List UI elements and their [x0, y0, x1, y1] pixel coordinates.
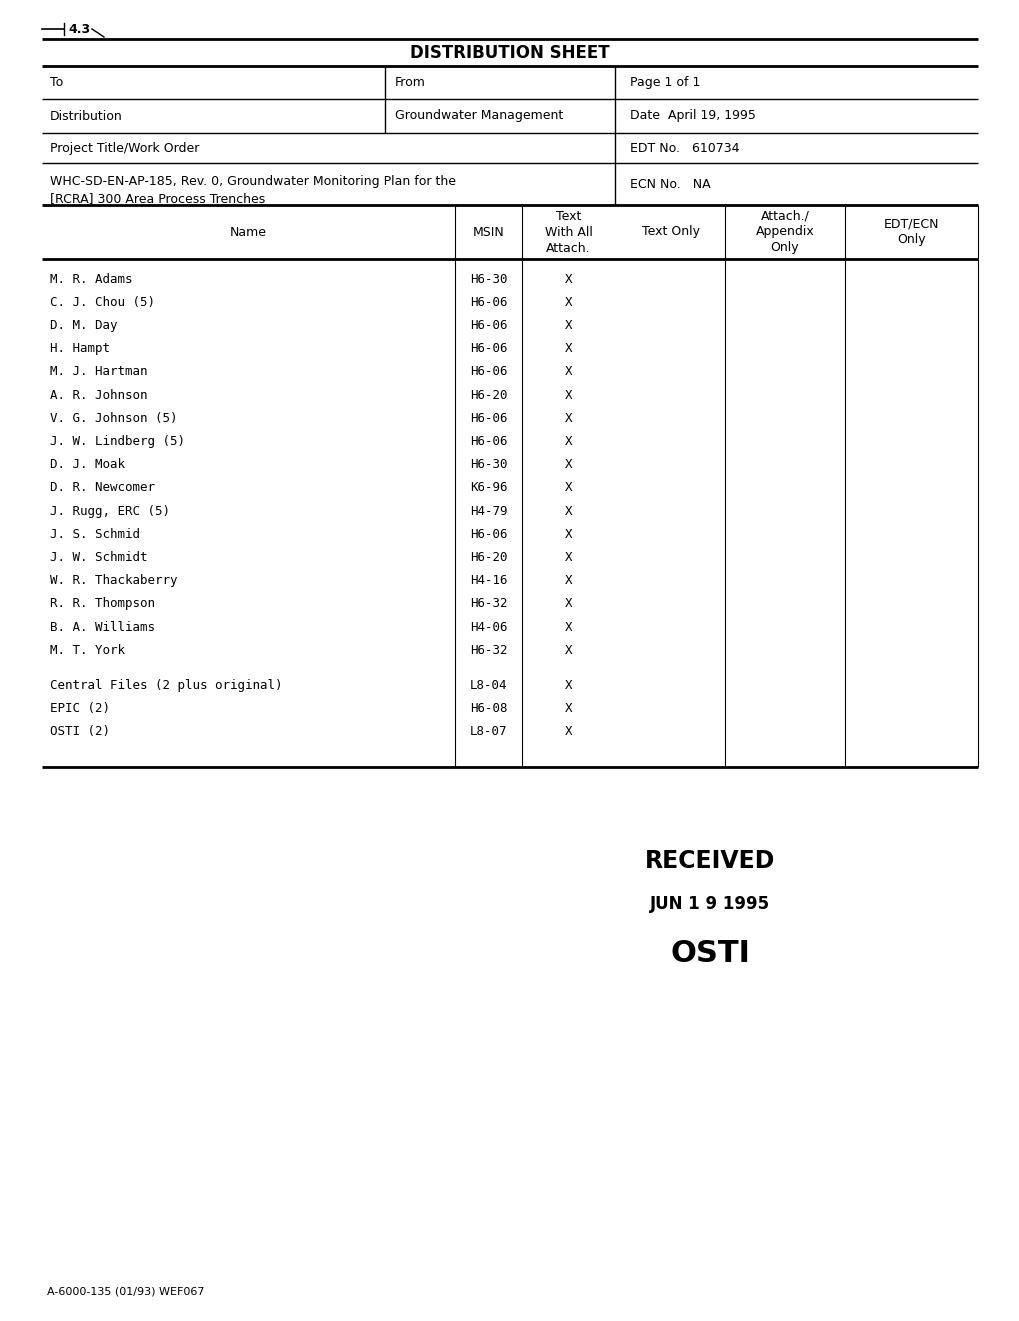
Text: X: X	[565, 679, 572, 691]
Text: M. T. York: M. T. York	[50, 643, 125, 657]
Text: Project Title/Work Order: Project Title/Work Order	[50, 141, 199, 155]
Text: H6-06: H6-06	[470, 527, 506, 540]
Text: W. R. Thackaberry: W. R. Thackaberry	[50, 575, 177, 587]
Text: D. M. Day: D. M. Day	[50, 318, 117, 332]
Text: H6-20: H6-20	[470, 551, 506, 564]
Text: [RCRA] 300 Area Process Trenches: [RCRA] 300 Area Process Trenches	[50, 193, 265, 206]
Text: To: To	[50, 77, 63, 89]
Text: A-6000-135 (01/93) WEF067: A-6000-135 (01/93) WEF067	[47, 1287, 204, 1296]
Text: H6-20: H6-20	[470, 388, 506, 402]
Text: D. J. Moak: D. J. Moak	[50, 458, 125, 472]
Text: B. A. Williams: B. A. Williams	[50, 621, 155, 634]
Text: Date  April 19, 1995: Date April 19, 1995	[630, 110, 755, 123]
Text: X: X	[565, 575, 572, 587]
Text: M. R. Adams: M. R. Adams	[50, 272, 132, 285]
Text: A. R. Johnson: A. R. Johnson	[50, 388, 148, 402]
Text: OSTI (2): OSTI (2)	[50, 725, 110, 738]
Text: H6-06: H6-06	[470, 435, 506, 448]
Text: J. Rugg, ERC (5): J. Rugg, ERC (5)	[50, 505, 170, 518]
Text: H4-79: H4-79	[470, 505, 506, 518]
Text: X: X	[565, 296, 572, 309]
Text: X: X	[565, 597, 572, 610]
Text: X: X	[565, 725, 572, 738]
Text: H6-06: H6-06	[470, 412, 506, 424]
Text: J. W. Lindberg (5): J. W. Lindberg (5)	[50, 435, 184, 448]
Text: H6-30: H6-30	[470, 272, 506, 285]
Text: Name: Name	[229, 226, 267, 239]
Text: Page 1 of 1: Page 1 of 1	[630, 77, 700, 89]
Text: X: X	[565, 481, 572, 494]
Text: Central Files (2 plus original): Central Files (2 plus original)	[50, 679, 282, 691]
Text: H4-06: H4-06	[470, 621, 506, 634]
Text: X: X	[565, 366, 572, 378]
Text: Attach./
Appendix
Only: Attach./ Appendix Only	[755, 210, 813, 255]
Text: H6-06: H6-06	[470, 318, 506, 332]
Text: Distribution: Distribution	[50, 110, 122, 123]
Text: X: X	[565, 527, 572, 540]
Text: H6-08: H6-08	[470, 701, 506, 715]
Text: EDT/ECN
Only: EDT/ECN Only	[882, 218, 938, 247]
Text: L8-04: L8-04	[470, 679, 506, 691]
Text: M. J. Hartman: M. J. Hartman	[50, 366, 148, 378]
Text: H6-06: H6-06	[470, 342, 506, 355]
Text: X: X	[565, 505, 572, 518]
Text: X: X	[565, 458, 572, 472]
Text: EPIC (2): EPIC (2)	[50, 701, 110, 715]
Text: H6-32: H6-32	[470, 643, 506, 657]
Text: X: X	[565, 701, 572, 715]
Text: H6-32: H6-32	[470, 597, 506, 610]
Text: ECN No.   NA: ECN No. NA	[630, 177, 710, 190]
Text: L8-07: L8-07	[470, 725, 506, 738]
Text: X: X	[565, 412, 572, 424]
Text: D. R. Newcomer: D. R. Newcomer	[50, 481, 155, 494]
Text: C. J. Chou (5): C. J. Chou (5)	[50, 296, 155, 309]
Text: X: X	[565, 643, 572, 657]
Text: Text
With All
Attach.: Text With All Attach.	[544, 210, 592, 255]
Text: OSTI: OSTI	[669, 939, 749, 968]
Text: WHC-SD-EN-AP-185, Rev. 0, Groundwater Monitoring Plan for the: WHC-SD-EN-AP-185, Rev. 0, Groundwater Mo…	[50, 174, 455, 188]
Text: X: X	[565, 342, 572, 355]
Text: H4-16: H4-16	[470, 575, 506, 587]
Text: H6-06: H6-06	[470, 366, 506, 378]
Text: MSIN: MSIN	[472, 226, 503, 239]
Text: X: X	[565, 318, 572, 332]
Text: RECEIVED: RECEIVED	[644, 849, 774, 873]
Text: JUN 1 9 1995: JUN 1 9 1995	[649, 896, 769, 913]
Text: X: X	[565, 551, 572, 564]
Text: X: X	[565, 388, 572, 402]
Text: J. S. Schmid: J. S. Schmid	[50, 527, 140, 540]
Text: Groundwater Management: Groundwater Management	[394, 110, 562, 123]
Text: K6-96: K6-96	[470, 481, 506, 494]
Text: V. G. Johnson (5): V. G. Johnson (5)	[50, 412, 177, 424]
Text: Text Only: Text Only	[642, 226, 700, 239]
Text: H6-06: H6-06	[470, 296, 506, 309]
Text: X: X	[565, 621, 572, 634]
Text: X: X	[565, 435, 572, 448]
Text: EDT No.   610734: EDT No. 610734	[630, 141, 739, 155]
Text: H. Hampt: H. Hampt	[50, 342, 110, 355]
Text: X: X	[565, 272, 572, 285]
Text: DISTRIBUTION SHEET: DISTRIBUTION SHEET	[410, 44, 609, 62]
Text: R. R. Thompson: R. R. Thompson	[50, 597, 155, 610]
Text: 4.3: 4.3	[68, 22, 90, 36]
Text: J. W. Schmidt: J. W. Schmidt	[50, 551, 148, 564]
Text: From: From	[394, 77, 426, 89]
Text: H6-30: H6-30	[470, 458, 506, 472]
